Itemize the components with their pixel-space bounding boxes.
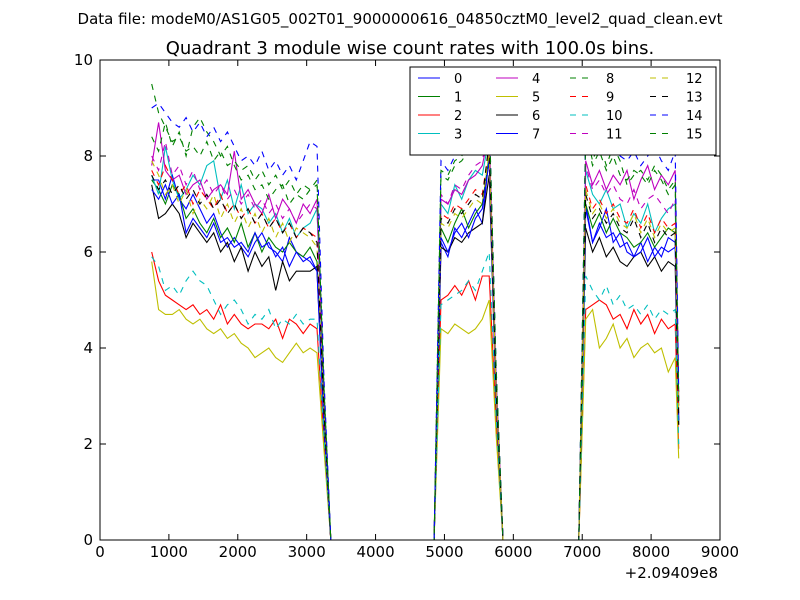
x-axis: 0 1000 2000 3000 4000 5000 6000 7000 8000 9000 xyxy=(95,60,739,561)
x-tick-label: 0 xyxy=(95,543,105,561)
legend-label-4: 4 xyxy=(532,72,540,87)
x-tick-label: 7000 xyxy=(563,543,601,561)
legend-label-15: 15 xyxy=(686,128,703,143)
y-tick-label: 10 xyxy=(74,51,93,69)
series-line-6 xyxy=(151,175,680,541)
y-tick-label: 6 xyxy=(83,243,93,261)
x-tick-label: 3000 xyxy=(288,543,326,561)
series-line-8 xyxy=(151,116,680,541)
x-tick-label: 2000 xyxy=(219,543,257,561)
legend-label-13: 13 xyxy=(686,91,703,106)
legend-label-11: 11 xyxy=(606,128,623,143)
y-tick-label: 8 xyxy=(83,147,93,165)
series-line-11 xyxy=(151,127,680,541)
y-tick-label: 4 xyxy=(83,339,93,357)
y-tick-label: 0 xyxy=(83,531,93,549)
legend-label-7: 7 xyxy=(532,128,540,143)
x-offset-label: +2.09409e8 xyxy=(625,564,718,582)
y-tick-label: 2 xyxy=(83,435,93,453)
legend-label-9: 9 xyxy=(606,91,614,106)
x-tick-label: 4000 xyxy=(356,543,394,561)
series-line-13 xyxy=(151,141,680,541)
legend-label-14: 14 xyxy=(686,109,703,124)
legend-label-5: 5 xyxy=(532,91,540,106)
series-line-5 xyxy=(151,261,680,541)
x-tick-label: 8000 xyxy=(632,543,670,561)
series-line-4 xyxy=(151,122,680,541)
series-line-14 xyxy=(151,102,680,541)
legend-label-8: 8 xyxy=(606,72,614,87)
legend-label-1: 1 xyxy=(454,91,462,106)
series-line-10 xyxy=(151,251,680,541)
x-tick-label: 1000 xyxy=(150,543,188,561)
x-tick-label: 5000 xyxy=(425,543,463,561)
legend-label-2: 2 xyxy=(454,109,462,124)
legend-label-0: 0 xyxy=(454,72,462,87)
chart-title: Quadrant 3 module wise count rates with … xyxy=(166,38,655,59)
x-tick-label: 6000 xyxy=(494,543,532,561)
legend-box xyxy=(409,66,717,156)
legend-label-10: 10 xyxy=(606,109,623,124)
legend-label-12: 12 xyxy=(686,72,703,87)
series-line-7 xyxy=(151,160,680,541)
plot-frame xyxy=(99,59,721,541)
series-line-3 xyxy=(151,136,680,541)
x-tick-label: 9000 xyxy=(701,543,739,561)
legend-label-3: 3 xyxy=(454,128,462,143)
series-line-2 xyxy=(151,251,680,541)
legend-label-6: 6 xyxy=(532,109,540,124)
figure-suptitle: Data file: modeM0/AS1G05_002T01_90000006… xyxy=(78,10,723,29)
